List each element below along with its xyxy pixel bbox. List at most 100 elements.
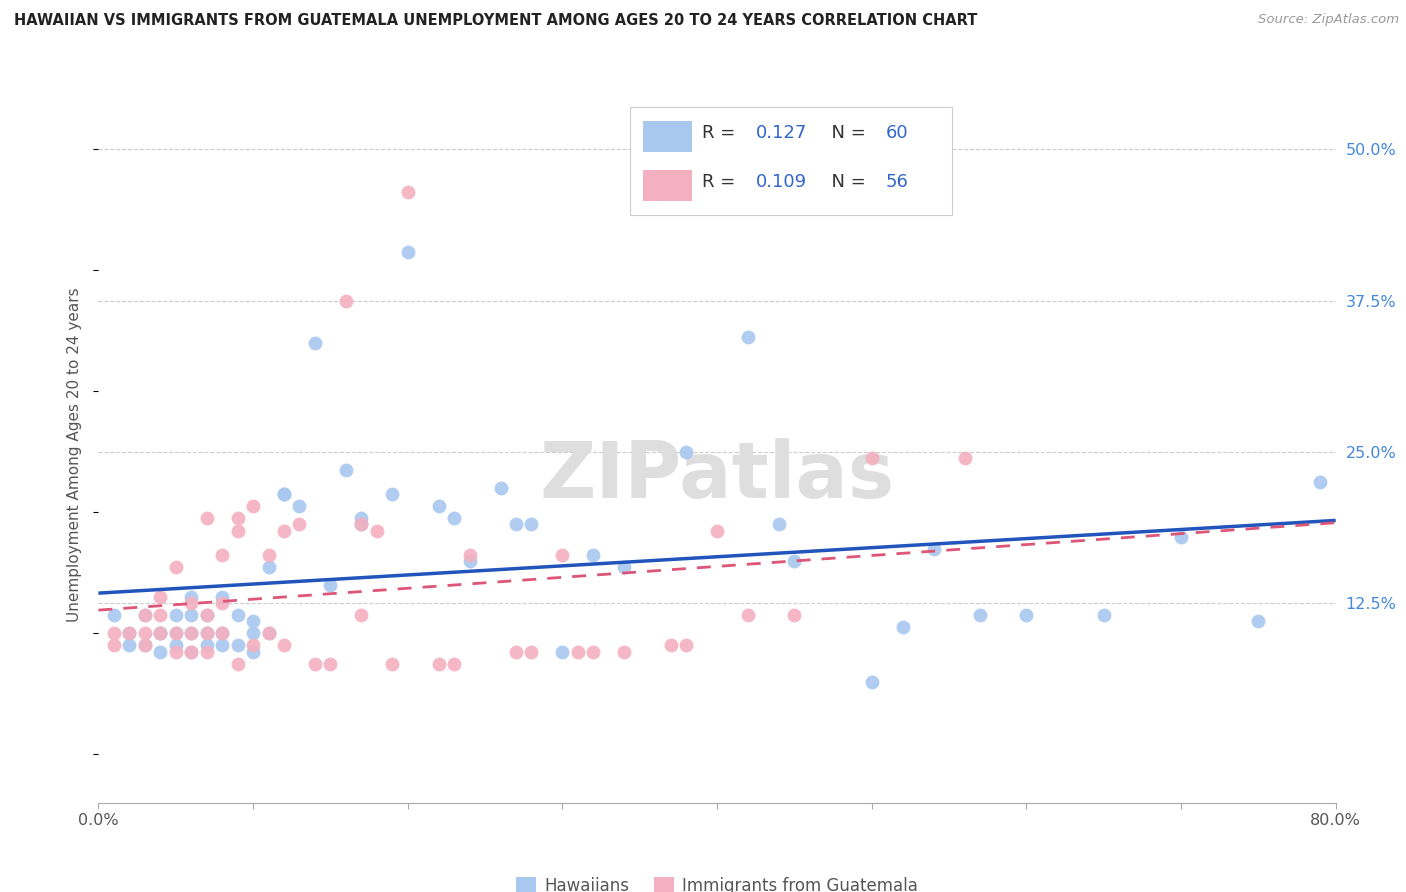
- Point: [737, 608, 759, 623]
- Point: [134, 608, 156, 623]
- Point: [242, 500, 264, 514]
- Point: [1015, 608, 1038, 623]
- Point: [350, 517, 373, 532]
- Point: [783, 608, 806, 623]
- Point: [195, 626, 218, 640]
- Point: [273, 487, 295, 501]
- Text: ZIPatlas: ZIPatlas: [540, 438, 894, 514]
- Point: [427, 657, 450, 671]
- Point: [149, 626, 172, 640]
- Point: [118, 639, 141, 653]
- Point: [180, 626, 202, 640]
- Point: [783, 554, 806, 568]
- Point: [458, 554, 481, 568]
- Point: [922, 541, 945, 556]
- Point: [551, 644, 574, 658]
- Point: [520, 517, 543, 532]
- Text: R =: R =: [702, 173, 741, 191]
- Point: [226, 639, 249, 653]
- Legend: Hawaiians, Immigrants from Guatemala: Hawaiians, Immigrants from Guatemala: [509, 871, 925, 892]
- Point: [273, 487, 295, 501]
- Text: R =: R =: [702, 125, 741, 143]
- Point: [659, 639, 682, 653]
- Point: [118, 626, 141, 640]
- Point: [149, 608, 172, 623]
- FancyBboxPatch shape: [643, 169, 692, 201]
- Text: 56: 56: [886, 173, 908, 191]
- Point: [242, 644, 264, 658]
- Point: [288, 517, 311, 532]
- Text: N =: N =: [820, 173, 872, 191]
- Point: [211, 596, 233, 610]
- Point: [319, 657, 342, 671]
- Point: [675, 445, 697, 459]
- Point: [242, 626, 264, 640]
- Point: [381, 657, 404, 671]
- Point: [443, 511, 465, 525]
- Point: [366, 524, 388, 538]
- Point: [134, 639, 156, 653]
- Point: [613, 644, 636, 658]
- Point: [103, 608, 125, 623]
- Point: [180, 596, 202, 610]
- Point: [211, 626, 233, 640]
- Text: HAWAIIAN VS IMMIGRANTS FROM GUATEMALA UNEMPLOYMENT AMONG AGES 20 TO 24 YEARS COR: HAWAIIAN VS IMMIGRANTS FROM GUATEMALA UN…: [14, 13, 977, 29]
- Point: [443, 657, 465, 671]
- Point: [396, 245, 419, 260]
- Point: [242, 639, 264, 653]
- Point: [350, 517, 373, 532]
- Point: [505, 644, 527, 658]
- Text: Source: ZipAtlas.com: Source: ZipAtlas.com: [1258, 13, 1399, 27]
- Point: [257, 626, 280, 640]
- Point: [613, 559, 636, 574]
- Point: [860, 450, 883, 465]
- Point: [211, 548, 233, 562]
- Point: [350, 608, 373, 623]
- Point: [180, 590, 202, 604]
- Point: [195, 608, 218, 623]
- Point: [165, 639, 187, 653]
- Point: [273, 524, 295, 538]
- Point: [706, 524, 728, 538]
- Point: [211, 639, 233, 653]
- Point: [180, 644, 202, 658]
- Point: [165, 608, 187, 623]
- Point: [257, 548, 280, 562]
- Point: [195, 626, 218, 640]
- Point: [165, 559, 187, 574]
- Point: [582, 548, 605, 562]
- Point: [195, 639, 218, 653]
- Point: [520, 644, 543, 658]
- Point: [103, 626, 125, 640]
- Point: [118, 626, 141, 640]
- Point: [288, 500, 311, 514]
- Text: 0.127: 0.127: [755, 125, 807, 143]
- Point: [273, 639, 295, 653]
- Point: [319, 578, 342, 592]
- Point: [427, 500, 450, 514]
- Point: [257, 626, 280, 640]
- Point: [257, 559, 280, 574]
- Point: [165, 644, 187, 658]
- Point: [1170, 530, 1192, 544]
- Point: [226, 511, 249, 525]
- Point: [103, 639, 125, 653]
- Point: [226, 524, 249, 538]
- FancyBboxPatch shape: [630, 107, 952, 215]
- Point: [551, 548, 574, 562]
- Point: [134, 608, 156, 623]
- Point: [242, 615, 264, 629]
- Point: [350, 511, 373, 525]
- Point: [165, 626, 187, 640]
- Point: [860, 674, 883, 689]
- Point: [180, 608, 202, 623]
- Point: [134, 626, 156, 640]
- Point: [304, 336, 326, 351]
- Point: [489, 481, 512, 495]
- Point: [165, 626, 187, 640]
- Point: [1092, 608, 1115, 623]
- Point: [180, 626, 202, 640]
- Point: [737, 330, 759, 344]
- FancyBboxPatch shape: [643, 121, 692, 153]
- Point: [567, 644, 589, 658]
